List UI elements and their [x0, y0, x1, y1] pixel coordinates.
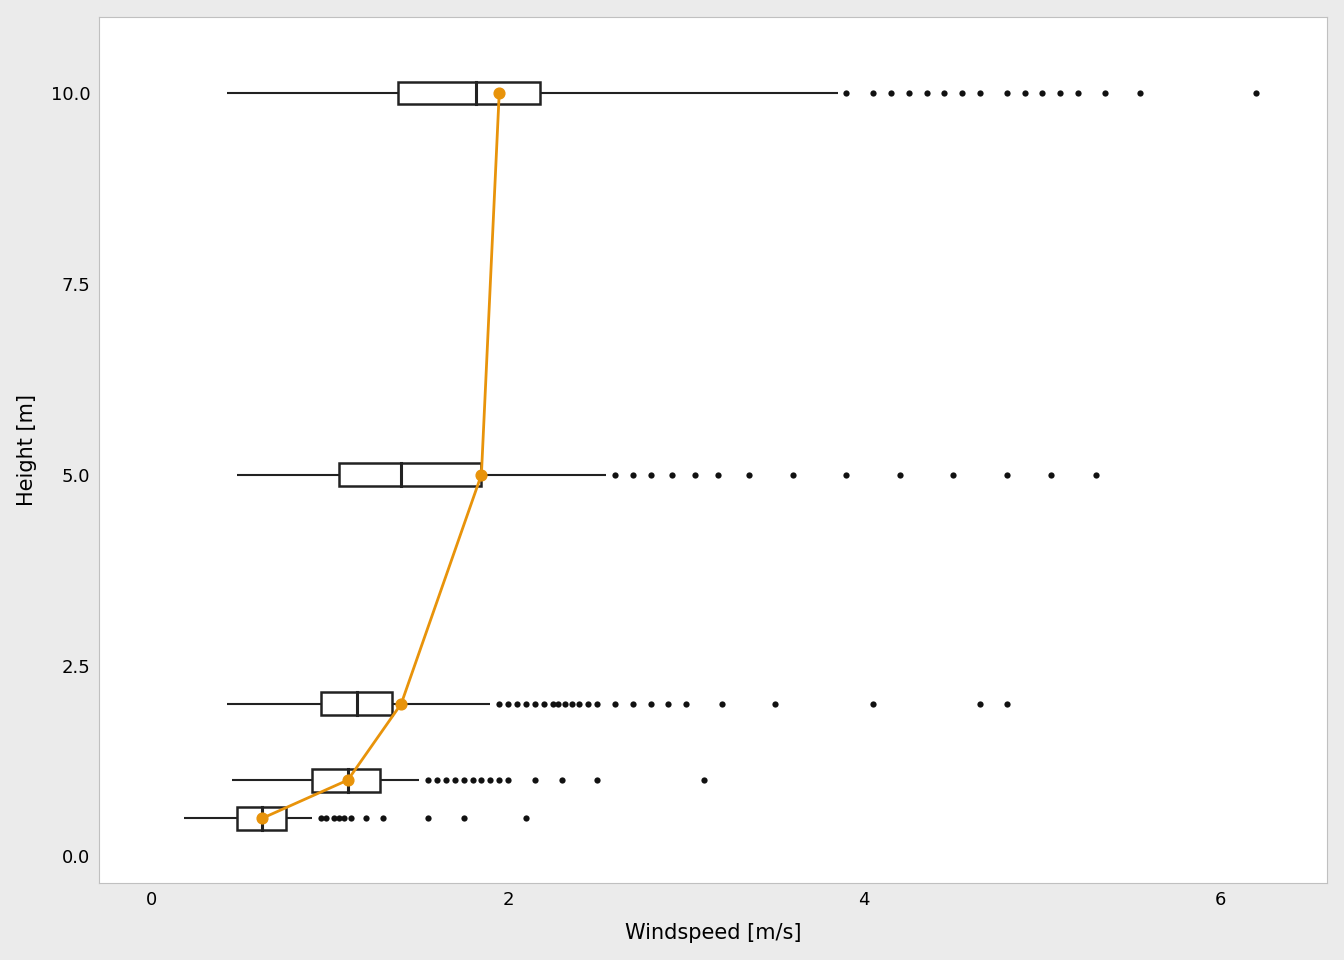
Point	[444, 773, 465, 788]
Point	[1129, 85, 1150, 101]
Point	[578, 696, 599, 711]
Point	[657, 696, 679, 711]
Point	[586, 696, 607, 711]
Point	[586, 773, 607, 788]
Point	[942, 467, 964, 482]
Point	[890, 467, 911, 482]
Point	[372, 810, 394, 826]
Point	[340, 810, 362, 826]
Point	[1050, 85, 1071, 101]
Point	[480, 773, 501, 788]
Point	[515, 810, 536, 826]
Point	[765, 696, 786, 711]
Point	[417, 773, 438, 788]
Point	[622, 696, 644, 711]
Point	[622, 467, 644, 482]
Point	[355, 810, 376, 826]
Point	[497, 696, 519, 711]
Point	[417, 810, 438, 826]
Point	[605, 696, 626, 711]
Bar	[238, 806, 285, 829]
X-axis label: Windspeed [m/s]: Windspeed [m/s]	[625, 924, 801, 944]
Point	[898, 85, 919, 101]
Point	[470, 467, 492, 482]
Point	[435, 773, 457, 788]
Point	[569, 696, 590, 711]
Point	[952, 85, 973, 101]
Point	[605, 467, 626, 482]
Point	[1013, 85, 1035, 101]
Y-axis label: Height [m]: Height [m]	[16, 394, 36, 506]
Point	[251, 810, 273, 826]
Point	[316, 810, 337, 826]
Point	[934, 85, 956, 101]
Point	[1040, 467, 1062, 482]
Point	[969, 85, 991, 101]
Point	[880, 85, 902, 101]
Point	[1246, 85, 1267, 101]
Point	[453, 810, 474, 826]
Point	[676, 696, 698, 711]
Point	[562, 696, 583, 711]
Point	[453, 773, 474, 788]
Point	[488, 773, 509, 788]
Bar	[398, 82, 540, 105]
Point	[996, 467, 1017, 482]
Bar	[339, 464, 481, 486]
Point	[337, 773, 359, 788]
Point	[969, 696, 991, 711]
Point	[836, 467, 857, 482]
Bar	[312, 769, 380, 791]
Point	[524, 773, 546, 788]
Point	[534, 696, 555, 711]
Point	[996, 696, 1017, 711]
Point	[426, 773, 448, 788]
Point	[323, 810, 344, 826]
Point	[488, 696, 509, 711]
Point	[711, 696, 732, 711]
Point	[310, 810, 332, 826]
Point	[1032, 85, 1054, 101]
Point	[470, 773, 492, 788]
Point	[497, 773, 519, 788]
Point	[863, 85, 884, 101]
Point	[1067, 85, 1089, 101]
Point	[1085, 467, 1106, 482]
Bar	[321, 692, 392, 715]
Point	[524, 696, 546, 711]
Point	[836, 85, 857, 101]
Point	[738, 467, 759, 482]
Point	[640, 696, 661, 711]
Point	[547, 696, 569, 711]
Point	[694, 773, 715, 788]
Point	[554, 696, 575, 711]
Point	[863, 696, 884, 711]
Point	[488, 85, 509, 101]
Point	[328, 810, 349, 826]
Point	[515, 696, 536, 711]
Point	[782, 467, 804, 482]
Point	[333, 810, 355, 826]
Point	[391, 696, 413, 711]
Point	[462, 773, 484, 788]
Point	[507, 696, 528, 711]
Point	[915, 85, 937, 101]
Point	[640, 467, 661, 482]
Point	[996, 85, 1017, 101]
Point	[707, 467, 728, 482]
Point	[542, 696, 563, 711]
Point	[551, 773, 573, 788]
Point	[661, 467, 683, 482]
Point	[684, 467, 706, 482]
Point	[1094, 85, 1116, 101]
